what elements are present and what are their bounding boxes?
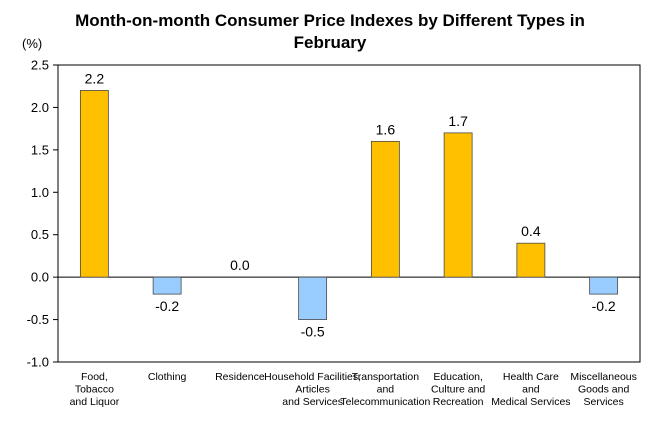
data-label: 1.6 [376,121,396,137]
y-tick-label: 2.0 [31,100,49,115]
x-category-label: Clothing [148,371,187,383]
bar [589,276,619,295]
x-category-label: Miscellaneous Goods and Services [570,371,637,408]
bar [152,276,182,295]
data-label: 0.4 [521,223,541,239]
y-tick-label: 2.5 [31,58,49,73]
bar [298,276,328,320]
y-axis-unit: (%) [22,36,43,51]
data-label: -0.2 [592,298,616,314]
y-tick-label: 0.5 [31,227,49,242]
x-category-label: Transportation and Telecommunication [340,371,430,408]
bar [370,140,400,278]
y-tick-label: 0.0 [31,270,49,285]
x-category-label: Residence [215,371,265,383]
plot-area-frame [57,64,641,363]
y-tick-label: 1.5 [31,142,49,157]
x-category-label: Household Facilities, Articles and Service… [264,371,361,408]
data-label: -0.2 [155,298,179,314]
x-category-label: Education, Culture and Recreation [431,371,485,408]
data-label: -0.5 [301,324,325,340]
y-tick-label: -1.0 [27,355,49,370]
y-tick-label: -0.5 [27,312,49,327]
data-label: 1.7 [448,113,468,129]
data-label: 0.0 [230,257,250,273]
x-category-label: Health Care and Medical Services [491,371,570,408]
chart-title: Month-on-month Consumer Price Indexes by… [75,11,585,52]
bar [443,132,473,278]
x-category-label: Food, Tobacco and Liquor [70,371,120,408]
data-label: 2.2 [85,70,105,86]
bar [516,242,546,278]
y-tick-label: 1.0 [31,185,49,200]
bar [79,90,109,278]
